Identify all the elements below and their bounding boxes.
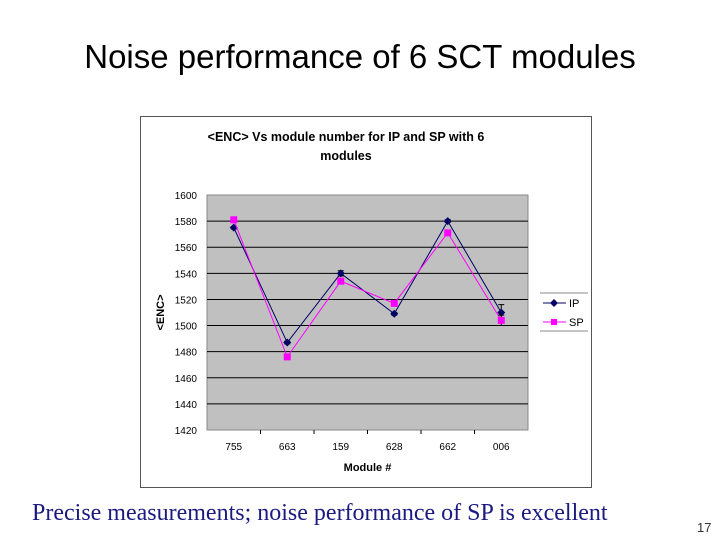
x-tick-label: 628 — [386, 442, 403, 453]
x-tick-label: 755 — [225, 442, 242, 453]
sp-point — [497, 316, 505, 324]
x-axis-label: Module # — [344, 462, 392, 474]
legend-ip-marker — [550, 299, 558, 307]
x-tick-label: 159 — [332, 442, 349, 453]
y-tick-label: 1520 — [175, 295, 198, 306]
x-tick-label: 006 — [493, 442, 510, 453]
y-axis-label: <ENC> — [155, 294, 167, 330]
chart-title: <ENC> Vs module number for IP and SP wit… — [207, 130, 485, 163]
ip-series-line — [233, 220, 502, 344]
sp-point — [444, 229, 452, 237]
y-tick-label: 1420 — [175, 426, 198, 437]
plot-area — [206, 194, 529, 431]
sp-point — [283, 353, 291, 361]
chart-frame — [140, 116, 592, 488]
sp-point — [230, 216, 238, 224]
x-tick-label: 662 — [439, 442, 456, 453]
y-tick-label: 1600 — [175, 191, 198, 202]
sp-point — [337, 277, 345, 285]
y-tick-label: 1440 — [175, 400, 198, 411]
y-tick-label: 1480 — [175, 348, 198, 359]
x-tick-label: 663 — [279, 442, 296, 453]
y-tick-label: 1500 — [175, 322, 198, 333]
slide-caption: Precise measurements; noise performance … — [32, 500, 608, 526]
ip-point — [336, 269, 345, 278]
ip-point — [390, 309, 399, 318]
slide-title: Noise performance of 6 SCT modules — [84, 38, 636, 75]
ip-point — [443, 217, 452, 226]
ip-point — [497, 308, 506, 317]
y-tick-label: 1540 — [175, 269, 198, 280]
legend-ip-label: IP — [569, 298, 579, 310]
sp-series-line — [233, 219, 502, 358]
legend-sp-label: SP — [569, 317, 584, 329]
y-tick-label: 1560 — [175, 243, 198, 254]
sp-point — [390, 299, 398, 307]
page-number: 17 — [697, 520, 712, 535]
y-tick-label: 1460 — [175, 374, 198, 385]
ip-point — [283, 338, 292, 347]
y-tick-label: 1580 — [175, 217, 198, 228]
legend-sp-marker — [551, 319, 557, 325]
